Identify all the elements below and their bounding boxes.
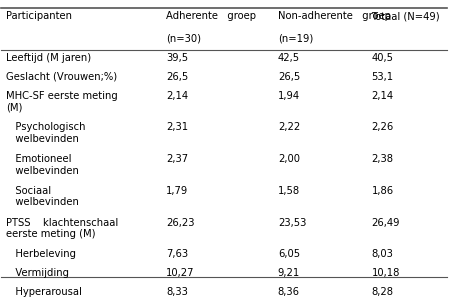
Text: Participanten: Participanten bbox=[6, 11, 72, 21]
Text: 1,79: 1,79 bbox=[166, 186, 189, 196]
Text: 2,14: 2,14 bbox=[372, 91, 393, 101]
Text: 1,58: 1,58 bbox=[278, 186, 300, 196]
Text: Non-adherente   groep: Non-adherente groep bbox=[278, 11, 391, 21]
Text: Psychologisch
   welbevinden: Psychologisch welbevinden bbox=[6, 122, 85, 144]
Text: 42,5: 42,5 bbox=[278, 53, 300, 63]
Text: MHC-SF eerste meting
(M): MHC-SF eerste meting (M) bbox=[6, 91, 117, 112]
Text: 1,86: 1,86 bbox=[372, 186, 393, 196]
Text: 26,5: 26,5 bbox=[278, 72, 300, 82]
Text: PTSS    klachtenschaal
eerste meting (M): PTSS klachtenschaal eerste meting (M) bbox=[6, 218, 118, 239]
Text: Totaal (N=49): Totaal (N=49) bbox=[372, 11, 440, 21]
Text: (n=19): (n=19) bbox=[278, 34, 313, 44]
Text: 2,00: 2,00 bbox=[278, 154, 300, 164]
Text: 53,1: 53,1 bbox=[372, 72, 393, 82]
Text: Leeftijd (M jaren): Leeftijd (M jaren) bbox=[6, 53, 91, 63]
Text: (n=30): (n=30) bbox=[166, 34, 202, 44]
Text: 2,14: 2,14 bbox=[166, 91, 188, 101]
Text: 2,22: 2,22 bbox=[278, 122, 300, 133]
Text: 10,27: 10,27 bbox=[166, 268, 195, 278]
Text: 26,5: 26,5 bbox=[166, 72, 189, 82]
Text: 8,36: 8,36 bbox=[278, 287, 300, 297]
Text: 8,33: 8,33 bbox=[166, 287, 188, 297]
Text: 6,05: 6,05 bbox=[278, 249, 300, 259]
Text: Hyperarousal: Hyperarousal bbox=[6, 287, 82, 297]
Text: 2,37: 2,37 bbox=[166, 154, 188, 164]
Text: Emotioneel
   welbevinden: Emotioneel welbevinden bbox=[6, 154, 79, 176]
Text: 26,49: 26,49 bbox=[372, 218, 400, 228]
Text: Adherente   groep: Adherente groep bbox=[166, 11, 256, 21]
Text: Geslacht (Vrouwen;%): Geslacht (Vrouwen;%) bbox=[6, 72, 117, 82]
Text: 8,28: 8,28 bbox=[372, 287, 393, 297]
Text: Sociaal
   welbevinden: Sociaal welbevinden bbox=[6, 186, 79, 207]
Text: 9,21: 9,21 bbox=[278, 268, 300, 278]
Text: Herbeleving: Herbeleving bbox=[6, 249, 76, 259]
Text: 10,18: 10,18 bbox=[372, 268, 400, 278]
Text: 2,38: 2,38 bbox=[372, 154, 393, 164]
Text: Vermijding: Vermijding bbox=[6, 268, 69, 278]
Text: 39,5: 39,5 bbox=[166, 53, 188, 63]
Text: 2,26: 2,26 bbox=[372, 122, 393, 133]
Text: 23,53: 23,53 bbox=[278, 218, 306, 228]
Text: 2,31: 2,31 bbox=[166, 122, 188, 133]
Text: 40,5: 40,5 bbox=[372, 53, 393, 63]
Text: 26,23: 26,23 bbox=[166, 218, 195, 228]
Text: 8,03: 8,03 bbox=[372, 249, 393, 259]
Text: 1,94: 1,94 bbox=[278, 91, 300, 101]
Text: 7,63: 7,63 bbox=[166, 249, 188, 259]
